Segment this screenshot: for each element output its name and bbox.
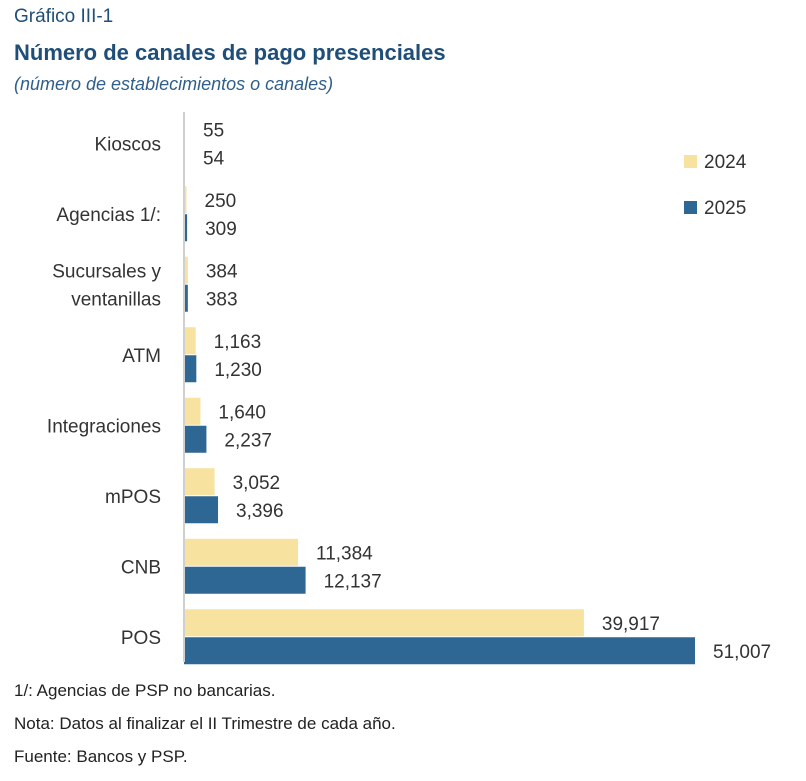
chart-subtitle: (número de establecimientos o canales) — [14, 74, 334, 94]
chart-title: Número de canales de pago presenciales — [14, 40, 446, 65]
data-label-2025-atm: 1,230 — [214, 360, 262, 381]
legend-label-2025: 2025 — [704, 198, 746, 219]
bar-2025-atm — [184, 355, 197, 383]
bar-2024-pos — [184, 609, 584, 637]
category-label-kioscos: Kioscos — [94, 134, 161, 155]
bar-2025-cnb — [184, 566, 306, 594]
footnote-fuente: Fuente: Bancos y PSP. — [14, 747, 188, 766]
bar-2024-atm — [184, 327, 196, 355]
data-label-2025-cnb: 12,137 — [324, 571, 382, 592]
category-label-agencias-1: Agencias 1/: — [56, 205, 161, 226]
bar-2024-mpos — [184, 468, 215, 496]
category-label-sucursales-y-ventanillas-line1: Sucursales y — [52, 261, 161, 282]
bar-2025-sucursales-y-ventanillas — [184, 284, 188, 312]
category-label-atm: ATM — [122, 346, 161, 367]
footnote-nota: Nota: Datos al finalizar el II Trimestre… — [14, 714, 396, 733]
data-label-2024-mpos: 3,052 — [233, 473, 281, 494]
legend-swatch-2024 — [684, 155, 697, 168]
category-label-integraciones: Integraciones — [47, 416, 161, 437]
data-label-2025-agencias-1: 309 — [205, 219, 237, 240]
figure-label: Gráfico III-1 — [14, 6, 114, 27]
data-label-2024-integraciones: 1,640 — [218, 402, 266, 423]
footnote-agencias: 1/: Agencias de PSP no bancarias. — [14, 681, 276, 700]
data-label-2024-sucursales-y-ventanillas: 384 — [206, 261, 238, 282]
category-label-pos: POS — [121, 628, 161, 649]
bar-2024-sucursales-y-ventanillas — [184, 256, 188, 284]
data-label-2025-sucursales-y-ventanillas: 383 — [206, 289, 238, 310]
data-label-2024-cnb: 11,384 — [316, 543, 373, 564]
legend-swatch-2025 — [684, 201, 697, 214]
category-label-mpos: mPOS — [105, 487, 161, 508]
data-label-2025-kioscos: 54 — [203, 148, 225, 169]
category-label-cnb: CNB — [121, 557, 161, 578]
data-label-2024-agencias-1: 250 — [205, 191, 237, 212]
bar-2025-mpos — [184, 496, 219, 524]
bar-2024-cnb — [184, 538, 299, 566]
legend-label-2024: 2024 — [704, 152, 747, 173]
data-label-2024-kioscos: 55 — [203, 120, 224, 141]
data-label-2025-mpos: 3,396 — [236, 501, 284, 522]
data-label-2024-pos: 39,917 — [602, 614, 660, 635]
category-label-sucursales-y-ventanillas-line2: ventanillas — [71, 289, 161, 310]
bar-2025-pos — [184, 637, 695, 665]
data-label-2024-atm: 1,163 — [214, 332, 262, 353]
bar-2025-agencias-1 — [184, 214, 188, 242]
bar-2024-agencias-1 — [184, 186, 187, 214]
data-label-2025-pos: 51,007 — [713, 642, 771, 663]
bar-2025-integraciones — [184, 425, 207, 453]
bar-2024-integraciones — [184, 397, 201, 425]
data-label-2025-integraciones: 2,237 — [224, 430, 272, 451]
